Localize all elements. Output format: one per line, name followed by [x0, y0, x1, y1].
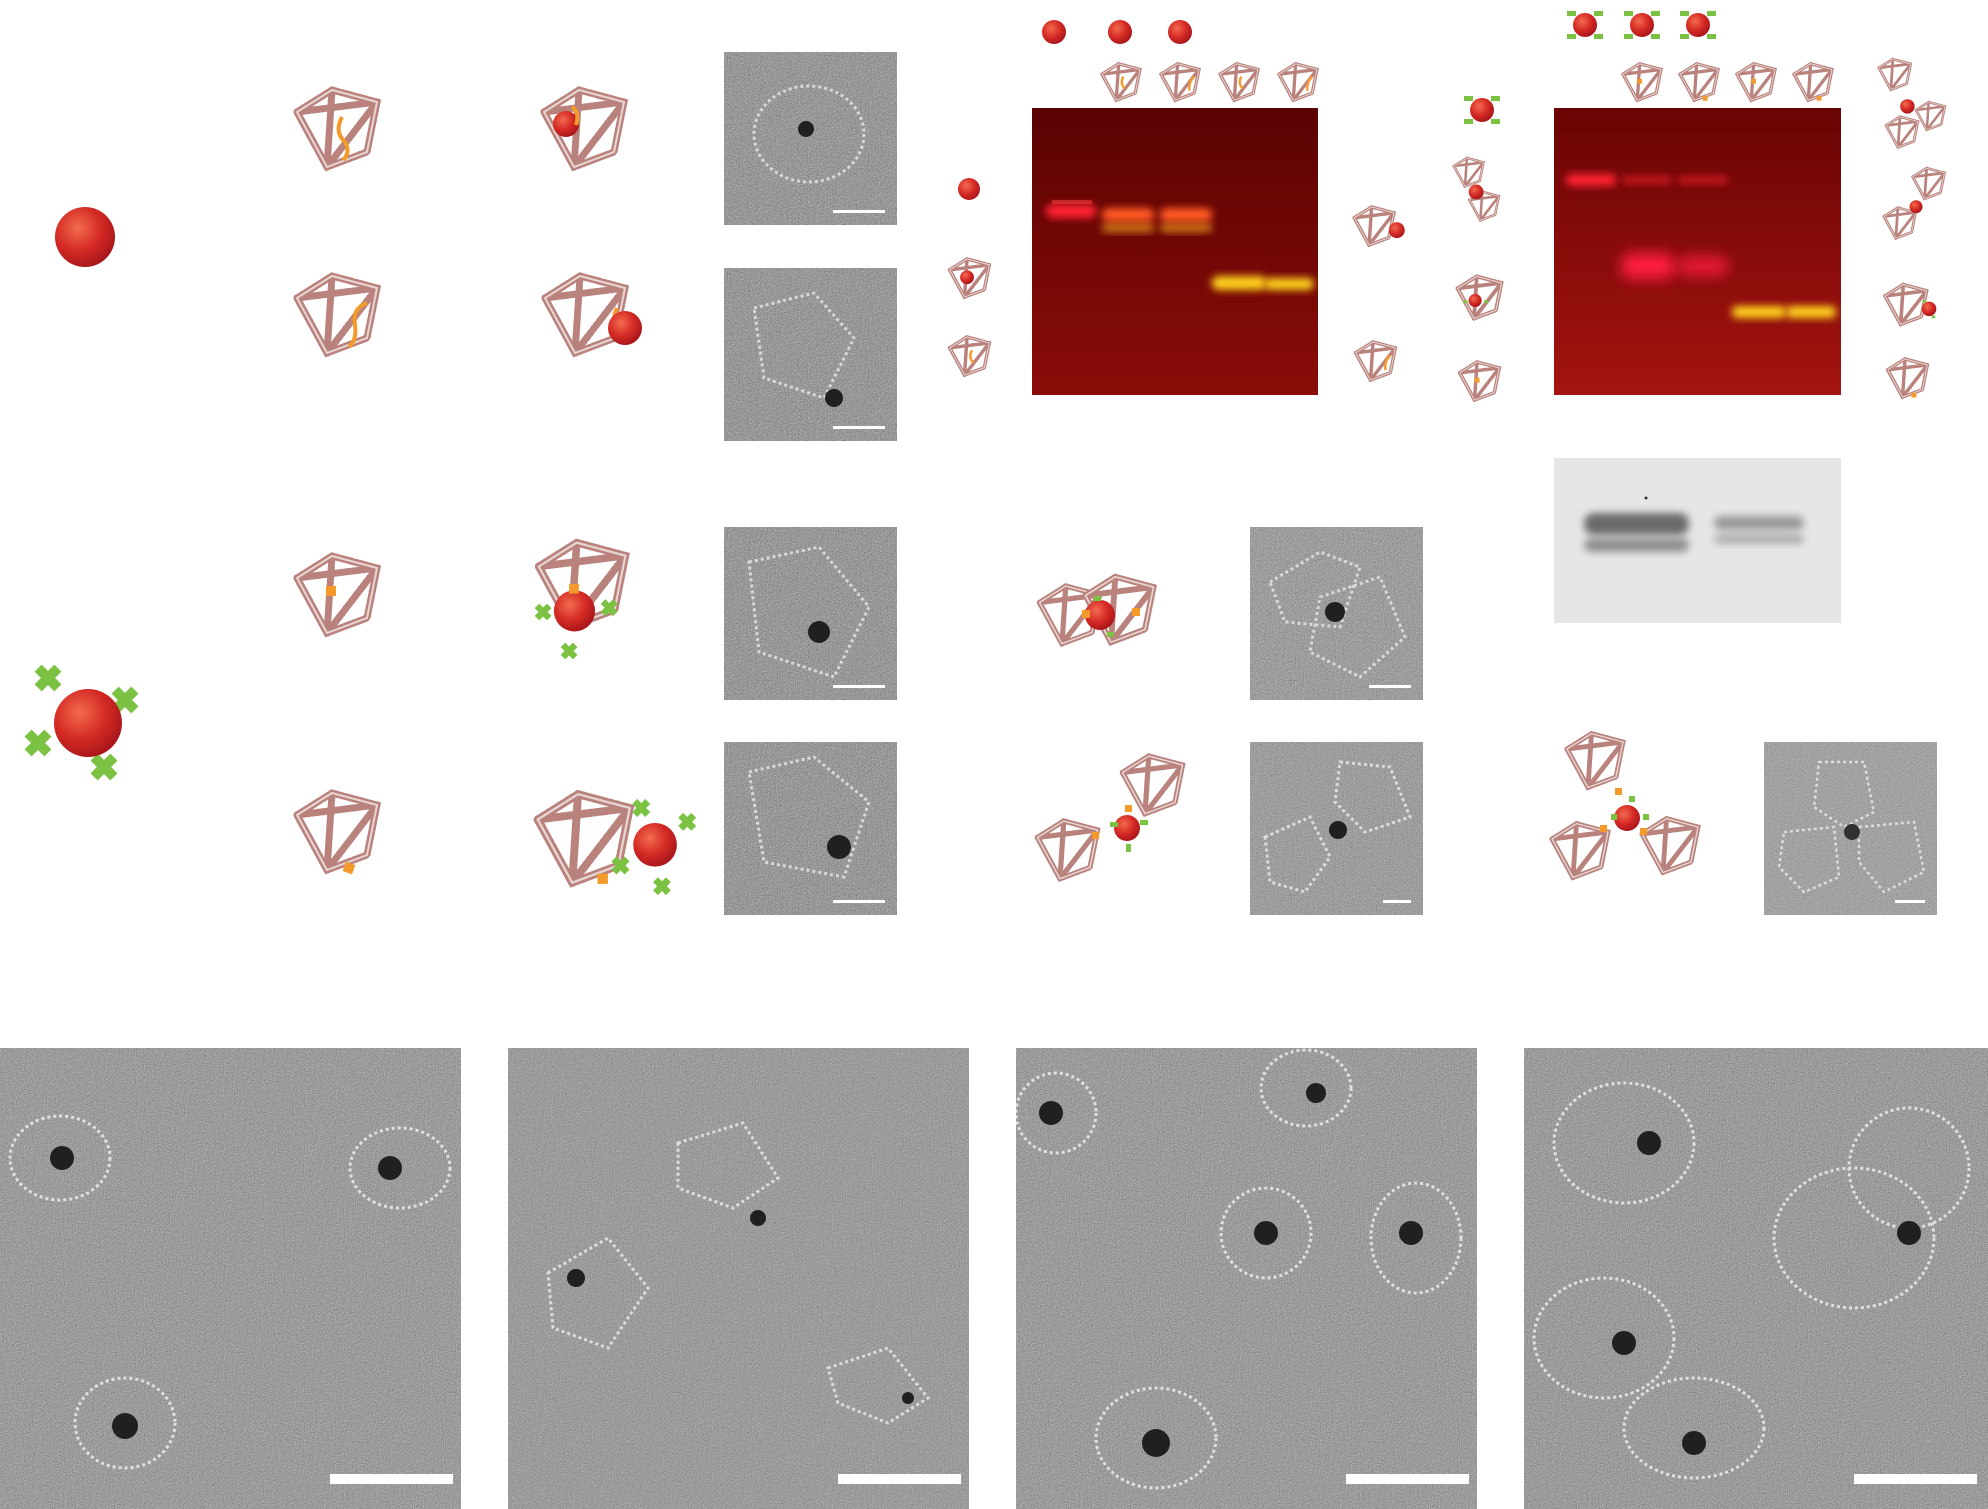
red-sphere-icon — [54, 206, 116, 268]
frame-encapsulated-particle-icon — [942, 255, 997, 302]
red-sphere-icon — [1108, 20, 1132, 44]
frame-ligand-encapsulated-icon — [525, 534, 650, 664]
dna-frame-anchor-icon — [1673, 60, 1725, 105]
frame-dimer-encapsulated-icon — [1032, 570, 1177, 675]
dna-frame-strand-icon — [1348, 338, 1403, 385]
frame-dimer-icon — [1450, 155, 1512, 235]
scale-bar — [833, 210, 885, 213]
frame-surface-particle-icon — [1348, 203, 1410, 250]
frame-dimer-icon — [1880, 165, 1952, 255]
dna-frame-anchor-icon — [1452, 358, 1507, 405]
frame-dimer-linear-icon — [1030, 750, 1190, 890]
dna-frame-anchor-icon — [1880, 355, 1935, 402]
scale-bar — [838, 1474, 961, 1484]
frame-surface-particle-icon — [525, 268, 665, 368]
frame-ligand-surface-icon — [525, 785, 700, 900]
dna-frame-anchor-icon — [278, 785, 396, 880]
frame-encapsulated-particle-icon — [525, 82, 643, 177]
overview-micrograph-3 — [1016, 1048, 1477, 1509]
dna-frame-strand-icon — [942, 333, 997, 380]
scale-bar — [1854, 1474, 1977, 1484]
frame-trimer-icon — [1545, 728, 1710, 893]
scale-bar — [1346, 1474, 1469, 1484]
dna-frame-strand-icon — [278, 268, 396, 363]
red-sphere-icon — [958, 178, 980, 200]
scale-bar — [1383, 900, 1411, 903]
red-sphere-icon — [1168, 20, 1192, 44]
ligand-sphere-icon — [1565, 5, 1605, 45]
frame-ligand-encapsulated-icon — [1452, 272, 1507, 324]
red-sphere-icon — [1042, 20, 1066, 44]
overview-micrograph-2 — [508, 1048, 969, 1509]
grayscale-gel — [1554, 458, 1841, 623]
scale-bar — [833, 900, 885, 903]
dna-frame-anchor-icon — [1787, 60, 1839, 105]
dna-frame-strand-icon — [1154, 60, 1206, 105]
ligand-sphere-icon — [1678, 5, 1718, 45]
ligand-sphere-icon — [20, 655, 150, 785]
frame-ligand-surface-icon — [1880, 280, 1942, 330]
dna-frame-strand-icon — [278, 82, 396, 177]
tem-micrograph — [1764, 742, 1937, 915]
tem-micrograph — [724, 268, 897, 441]
ligand-sphere-icon — [1622, 5, 1662, 45]
agarose-gel-1 — [1032, 108, 1318, 395]
dna-frame-strand-icon — [1213, 60, 1265, 105]
frame-dimer-icon — [1875, 55, 1947, 165]
overview-micrograph-1 — [0, 1048, 461, 1509]
dna-frame-anchor-icon — [278, 548, 396, 643]
tem-micrograph — [724, 52, 897, 225]
overview-micrograph-4 — [1524, 1048, 1988, 1509]
scale-bar — [833, 426, 885, 429]
dna-frame-strand-icon — [1095, 60, 1147, 105]
agarose-gel-2 — [1554, 108, 1841, 395]
scale-bar — [833, 685, 885, 688]
ligand-sphere-icon — [1462, 90, 1502, 130]
dna-frame-anchor-icon — [1730, 60, 1782, 105]
scale-bar — [1369, 685, 1411, 688]
scale-bar — [330, 1474, 453, 1484]
tem-micrograph — [724, 742, 897, 915]
tem-micrograph — [1250, 742, 1423, 915]
scale-bar — [1895, 900, 1925, 903]
tem-micrograph — [724, 527, 897, 700]
dna-frame-anchor-icon — [1616, 60, 1668, 105]
dna-frame-strand-icon — [1272, 60, 1324, 105]
tem-micrograph — [1250, 527, 1423, 700]
